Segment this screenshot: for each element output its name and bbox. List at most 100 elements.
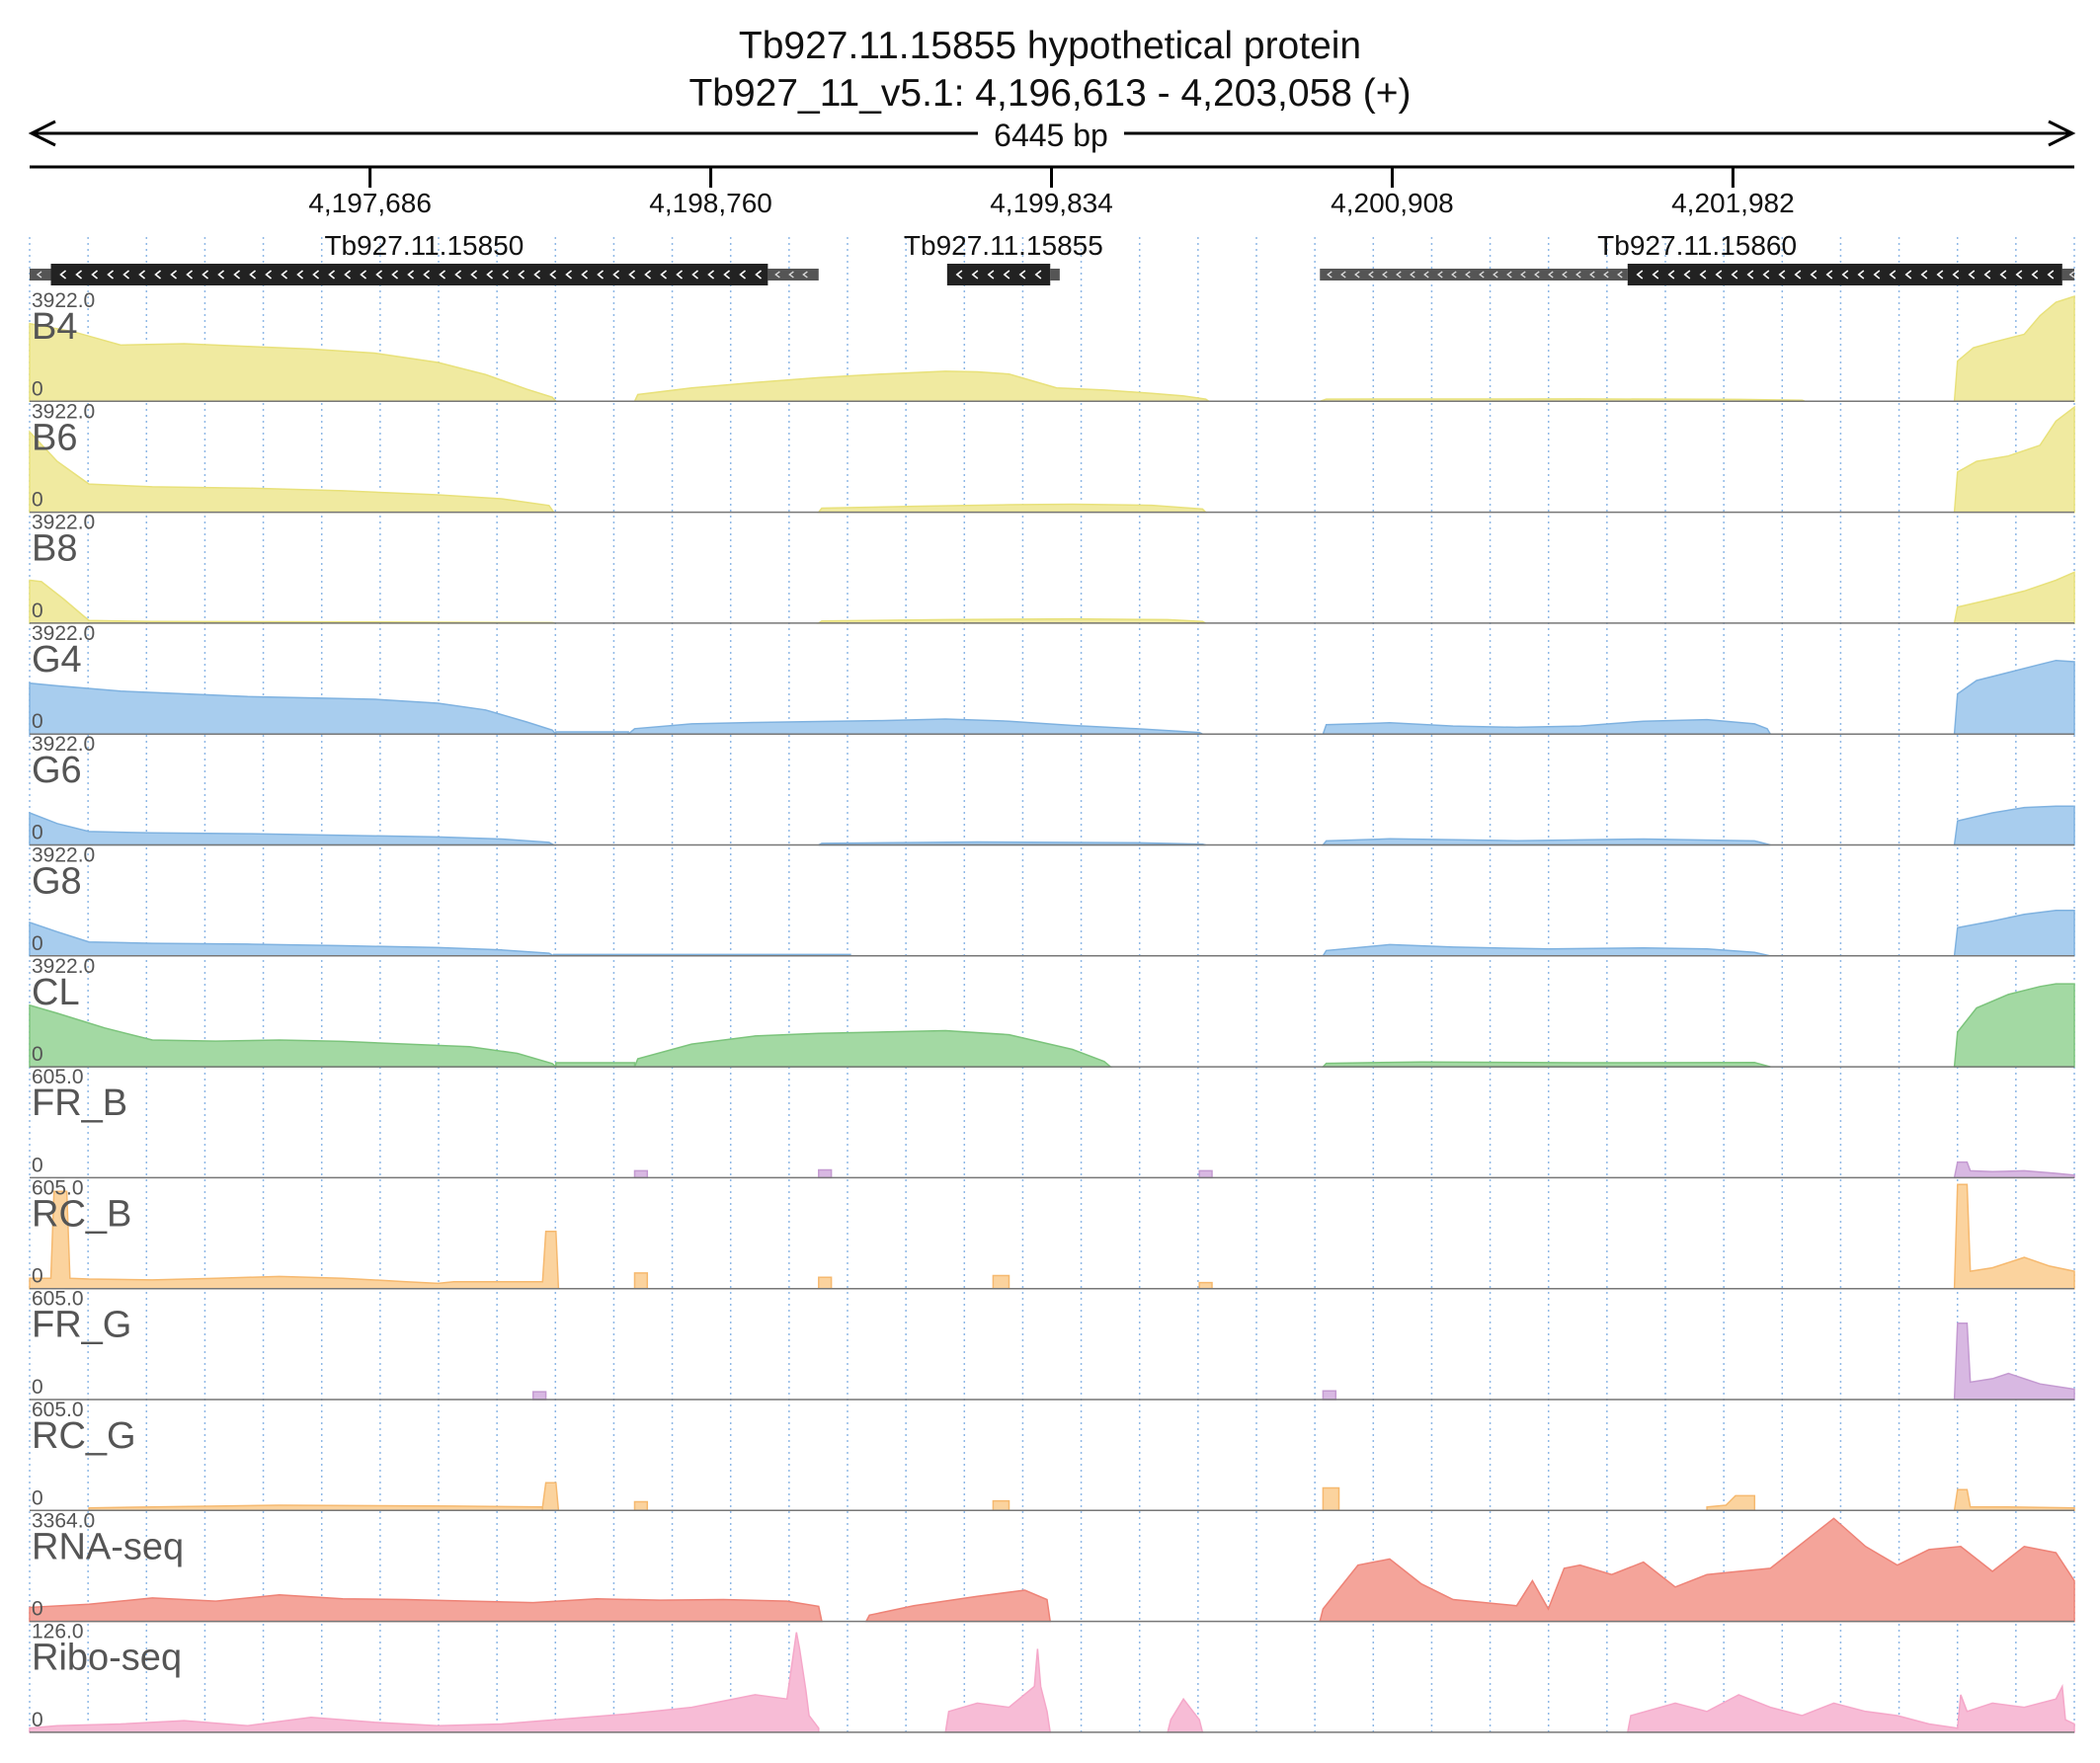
strand-arrow bbox=[1451, 271, 1457, 279]
coverage-area bbox=[1953, 659, 2075, 735]
strand-arrow bbox=[723, 270, 731, 280]
coverage-area bbox=[29, 322, 558, 403]
gene-models: Tb927.11.15850 Tb927.11.15855 Tb927.11.158… bbox=[30, 230, 2075, 285]
gene-cds bbox=[1627, 264, 2062, 285]
strand-arrow bbox=[91, 270, 99, 280]
strand-arrow bbox=[1715, 270, 1723, 280]
strand-arrow bbox=[281, 270, 288, 280]
strand-arrow bbox=[955, 270, 963, 280]
span-label-bg bbox=[978, 117, 1124, 152]
strand-arrow bbox=[660, 270, 668, 280]
track-g8: 3922.0G8 0 bbox=[29, 844, 2075, 957]
track-b4: 3922.0B4 0 bbox=[29, 289, 2075, 403]
strand-arrow bbox=[1825, 270, 1833, 280]
strand-arrow bbox=[565, 270, 573, 280]
track-ymax: 605.0 bbox=[32, 1066, 84, 1088]
strand-arrow bbox=[597, 270, 605, 280]
strand-arrow bbox=[186, 270, 194, 280]
coverage-area bbox=[29, 579, 556, 624]
strand-arrow bbox=[1479, 271, 1485, 279]
track-ymax: 3922.0 bbox=[32, 844, 95, 867]
strand-arrow bbox=[1873, 270, 1881, 280]
strand-arrow bbox=[1327, 271, 1333, 279]
coverage-area bbox=[1953, 1161, 2075, 1179]
strand-arrow bbox=[439, 270, 446, 280]
track-name: FR_G bbox=[32, 1305, 131, 1346]
track-ymax: 605.0 bbox=[32, 1288, 84, 1311]
gene-utr bbox=[1320, 269, 1628, 280]
strand-arrow bbox=[971, 270, 979, 280]
strand-arrow bbox=[1465, 271, 1471, 279]
gene-label: Tb927.11.15850 bbox=[324, 230, 524, 261]
strand-arrow bbox=[1683, 270, 1691, 280]
strand-arrow bbox=[75, 270, 83, 280]
strand-arrow bbox=[549, 270, 557, 280]
coverage-area bbox=[531, 1391, 547, 1401]
coverage-area bbox=[1167, 1697, 1204, 1733]
strand-arrow bbox=[312, 270, 320, 280]
track-ymin: 0 bbox=[32, 489, 43, 512]
ruler: 6445 bp bbox=[28, 117, 2076, 169]
coverage-area bbox=[626, 718, 1203, 735]
coverage-area bbox=[29, 681, 558, 735]
strand-arrow bbox=[628, 270, 636, 280]
strand-arrow bbox=[470, 270, 478, 280]
track-name: G8 bbox=[32, 861, 82, 903]
strand-arrow bbox=[1437, 271, 1443, 279]
strand-arrow bbox=[107, 270, 115, 280]
strand-arrow bbox=[122, 270, 130, 280]
strand-arrow bbox=[518, 270, 525, 280]
strand-arrow bbox=[1857, 270, 1865, 280]
strand-arrow bbox=[1762, 270, 1770, 280]
track-fr_g: 605.0FR_G 0 bbox=[30, 1288, 2075, 1401]
track-rc_b: 605.0RC_B 0 bbox=[29, 1176, 2075, 1290]
track-ymin: 0 bbox=[32, 1598, 43, 1621]
strand-arrow bbox=[612, 270, 620, 280]
strand-arrow bbox=[1936, 270, 1944, 280]
strand-arrow bbox=[755, 270, 763, 280]
track-ymin: 0 bbox=[32, 822, 43, 844]
coverage-area bbox=[1198, 1169, 1213, 1179]
strand-arrow bbox=[1731, 270, 1738, 280]
strand-arrow bbox=[454, 270, 462, 280]
strand-arrow bbox=[1617, 271, 1623, 279]
strand-arrow bbox=[1018, 270, 1026, 280]
track-ymax: 605.0 bbox=[32, 1176, 84, 1199]
strand-arrow bbox=[774, 271, 780, 279]
strand-arrow bbox=[2015, 270, 2023, 280]
track-fr_b: 605.0FR_B 0 bbox=[30, 1066, 2075, 1179]
track-name: B8 bbox=[32, 528, 77, 570]
track-name: RC_B bbox=[32, 1193, 131, 1235]
strand-arrow bbox=[1652, 270, 1659, 280]
strand-arrow bbox=[1983, 270, 1991, 280]
coverage-area bbox=[1953, 405, 2075, 514]
track-b8: 3922.0B8 0 bbox=[29, 512, 2075, 624]
track-rc_g: 605.0RC_G 0 bbox=[30, 1399, 2075, 1512]
strand-arrow bbox=[581, 270, 589, 280]
gene-title: Tb927.11.15855 hypothetical protein bbox=[738, 25, 1362, 67]
strand-arrow bbox=[59, 270, 67, 280]
strand-arrow bbox=[328, 270, 336, 280]
gene-utr bbox=[2061, 269, 2074, 280]
strand-arrow bbox=[1968, 270, 1976, 280]
coverage-area bbox=[1322, 1486, 1340, 1512]
track-g6: 3922.0G6 0 bbox=[29, 733, 2075, 846]
track-name: RC_G bbox=[32, 1415, 136, 1457]
strand-arrow bbox=[802, 271, 808, 279]
strand-arrow bbox=[1534, 271, 1540, 279]
strand-arrow bbox=[1410, 271, 1415, 279]
strand-arrow bbox=[233, 270, 241, 280]
strand-arrow bbox=[1603, 271, 1609, 279]
strand-arrow bbox=[391, 270, 399, 280]
coverage-area bbox=[1953, 1322, 2075, 1401]
coverage-tracks: 3922.0B403922.0B603922.0B803922.0G403922… bbox=[29, 289, 2075, 1733]
coverage-area bbox=[1319, 1517, 2075, 1623]
track-name: FR_B bbox=[32, 1082, 127, 1124]
track-ymax: 3922.0 bbox=[32, 955, 95, 978]
strand-arrow bbox=[2068, 271, 2075, 279]
coverage-area bbox=[29, 430, 556, 514]
strand-arrow bbox=[987, 270, 995, 280]
strand-arrow bbox=[1904, 270, 1912, 280]
track-ymax: 3922.0 bbox=[32, 733, 95, 756]
